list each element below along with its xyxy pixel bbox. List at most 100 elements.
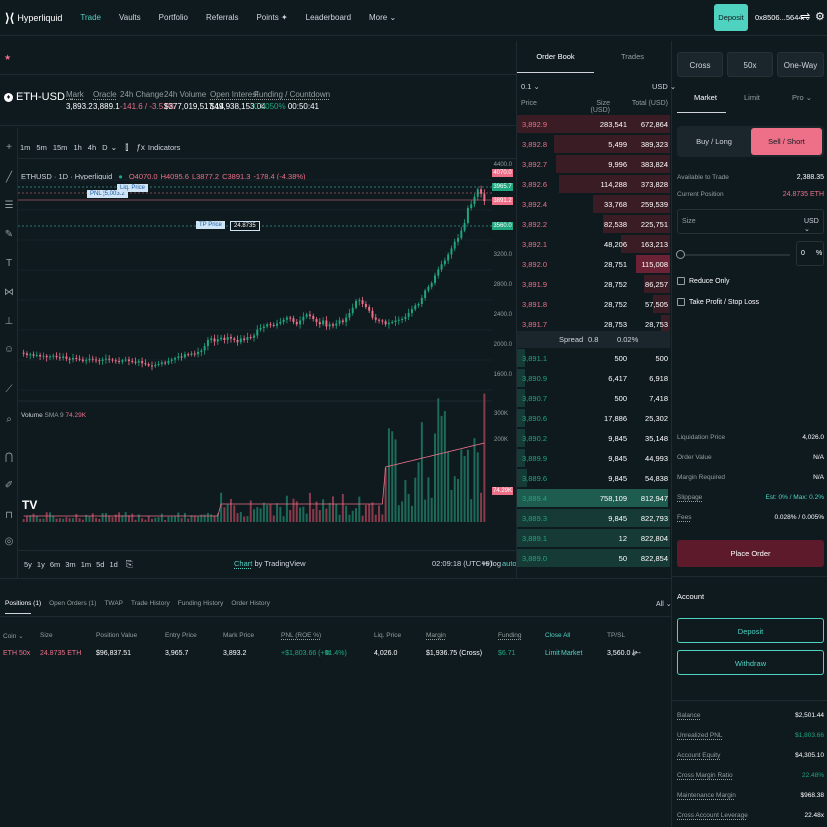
bid-row[interactable]: 3,889.1 12 822,804 (517, 529, 670, 548)
log-toggle[interactable]: log (491, 559, 502, 568)
tradingview-logo-icon[interactable]: TV (22, 498, 38, 512)
liq-price-tag[interactable]: Liq. Price (117, 184, 149, 192)
nav-points[interactable]: Points ✦ (256, 13, 288, 22)
buy-long-button[interactable]: Buy / Long (696, 137, 732, 146)
bid-row[interactable]: 3,890.7 500 7,418 (517, 389, 670, 408)
unit-selector[interactable]: USD ⌄ (652, 82, 677, 91)
nav-more[interactable]: More ⌄ (369, 13, 397, 22)
pencil-lock-icon[interactable]: ✐ (4, 480, 14, 491)
range-5d[interactable]: 5d (96, 560, 105, 569)
tab-market[interactable]: Market (694, 93, 717, 102)
text-icon[interactable]: T (5, 258, 13, 269)
trendline-icon[interactable]: ╱ (5, 172, 13, 183)
positions-header[interactable]: Close All (545, 632, 571, 639)
ask-row[interactable]: 3,891.9 28,752 86,257 (517, 275, 670, 294)
tab-order-history[interactable]: Order History (231, 600, 270, 607)
wallet-address[interactable]: 0x8506...5644 ⌄ (755, 13, 811, 22)
interval-4h[interactable]: 4h (87, 142, 97, 152)
auto-toggle[interactable]: auto (502, 559, 517, 568)
size-slider[interactable] (680, 254, 790, 256)
range-1y[interactable]: 1y (36, 560, 45, 569)
percent-input[interactable]: 0 % (796, 241, 824, 266)
magnet-icon[interactable]: ⋂ (4, 452, 14, 463)
bid-row[interactable]: 3,889.9 9,845 44,993 (517, 449, 670, 468)
range-6m[interactable]: 6m (49, 560, 61, 569)
bid-row[interactable]: 3,889.4 758,109 812,947 (517, 489, 670, 508)
nav-vaults[interactable]: Vaults (119, 13, 141, 22)
leverage-button[interactable]: 50x (727, 52, 773, 77)
tp-price-tag[interactable]: TP Price (196, 221, 225, 229)
group-selector[interactable]: 0.1 ⌄ (521, 82, 540, 91)
candles-icon[interactable]: ⫾ (125, 141, 129, 153)
tab-funding-history[interactable]: Funding History (177, 600, 224, 607)
ask-row[interactable]: 3,892.7 9,996 383,824 (517, 155, 670, 174)
account-deposit-button[interactable]: Deposit (677, 618, 824, 643)
fib-icon[interactable]: ☰ (4, 200, 14, 211)
tab-trades[interactable]: Trades (620, 52, 645, 61)
position-row[interactable]: ETH 50x 24.8735 ETH $96,837.51 3,965.7 3… (3, 650, 641, 658)
margin-mode-cross-button[interactable]: Cross (677, 52, 723, 77)
bid-row[interactable]: 3,890.9 6,417 6,918 (517, 369, 670, 388)
size-unit-selector[interactable]: USD ⌄ (804, 218, 819, 233)
range-5y[interactable]: 5y (24, 560, 32, 569)
ask-row[interactable]: 3,892.1 48,206 163,213 (517, 235, 670, 254)
range-1d[interactable]: 1d (109, 560, 118, 569)
range-3m[interactable]: 3m (65, 560, 76, 569)
crosshair-icon[interactable]: + (6, 142, 12, 153)
prediction-icon[interactable]: ⊥ (4, 316, 14, 327)
ask-row[interactable]: 3,891.7 28,753 28,753 (517, 315, 670, 334)
bid-row[interactable]: 3,889.3 9,845 822,793 (517, 509, 670, 528)
logo[interactable]: ⟩⟨ Hyperliquid (5, 11, 62, 25)
tab-positions[interactable]: Positions (1) (5, 600, 42, 607)
ask-row[interactable]: 3,892.4 33,768 259,539 (517, 195, 670, 214)
interval-d[interactable]: D (102, 142, 108, 152)
bid-row[interactable]: 3,890.6 17,886 25,302 (517, 409, 670, 428)
pnl-tag[interactable]: PNL ¦5,003.2 (87, 190, 128, 198)
close-market-button[interactable]: Market (561, 650, 583, 657)
nav-portfolio[interactable]: Portfolio (158, 13, 189, 22)
close-limit-button[interactable]: Limit (545, 650, 560, 657)
emoji-icon[interactable]: ☺ (3, 344, 15, 355)
gear-icon[interactable]: ⚙ (815, 11, 825, 23)
percent-toggle[interactable]: % (482, 559, 489, 568)
eye-icon[interactable]: ◎ (4, 536, 14, 547)
size-slider-handle[interactable] (676, 250, 685, 259)
ask-row[interactable]: 3,892.0 28,751 115,008 (517, 255, 670, 274)
bid-row[interactable]: 3,889.0 50 822,854 (517, 549, 670, 568)
bid-row[interactable]: 3,889.6 9,845 54,838 (517, 469, 670, 488)
tp-size-tag[interactable]: 24.8735 (230, 221, 260, 231)
tab-twap[interactable]: TWAP (104, 600, 123, 607)
size-input[interactable]: Size USD ⌄ (677, 209, 824, 234)
network-icon[interactable]: ⇌ (801, 11, 811, 23)
chevron-down-icon[interactable]: ⌄ (110, 142, 118, 152)
sell-short-button[interactable]: Sell / Short (751, 128, 822, 155)
interval-5m[interactable]: 5m (36, 142, 47, 152)
price-chart[interactable]: 4400.0 3200.0 2800.0 2400.0 2000.0 1600.0 300K… (18, 160, 516, 530)
zoom-icon[interactable]: ⌕ (6, 414, 12, 425)
date-range-icon[interactable]: ⎘ (125, 559, 133, 569)
range-1m[interactable]: 1m (80, 560, 92, 569)
position-mode-button[interactable]: One-Way (777, 52, 824, 77)
place-order-button[interactable]: Place Order (677, 540, 824, 567)
interval-15m[interactable]: 15m (52, 142, 68, 152)
nav-trade[interactable]: Trade (80, 13, 102, 22)
bid-row[interactable]: 3,890.2 9,845 35,148 (517, 429, 670, 448)
nav-leaderboard[interactable]: Leaderboard (305, 13, 352, 22)
tab-open-orders[interactable]: Open Orders (1) (49, 600, 97, 607)
indicators-button[interactable]: Indicators (147, 142, 181, 152)
share-icon[interactable]: ⧉ (325, 650, 330, 657)
tab-pro[interactable]: Pro ⌄ (792, 93, 813, 102)
ask-row[interactable]: 3,892.9 283,541 672,864 (517, 115, 670, 134)
ruler-icon[interactable]: ⟋ (5, 384, 13, 395)
tab-limit[interactable]: Limit (744, 93, 760, 102)
interval-1m[interactable]: 1m (20, 142, 31, 152)
ask-row[interactable]: 3,892.8 5,499 389,323 (517, 135, 670, 154)
pattern-icon[interactable]: ⋈ (4, 287, 14, 298)
reduce-only-checkbox[interactable]: Reduce Only (677, 277, 729, 285)
brush-icon[interactable]: ✎ (4, 229, 14, 240)
chart-attribution[interactable]: Chart by TradingView (234, 559, 306, 568)
tpsl-checkbox[interactable]: Take Profit / Stop Loss (677, 298, 759, 306)
withdraw-button[interactable]: Withdraw (677, 650, 824, 675)
lock-icon[interactable]: ⊓ (5, 510, 13, 521)
star-icon[interactable]: ★ (4, 53, 12, 62)
